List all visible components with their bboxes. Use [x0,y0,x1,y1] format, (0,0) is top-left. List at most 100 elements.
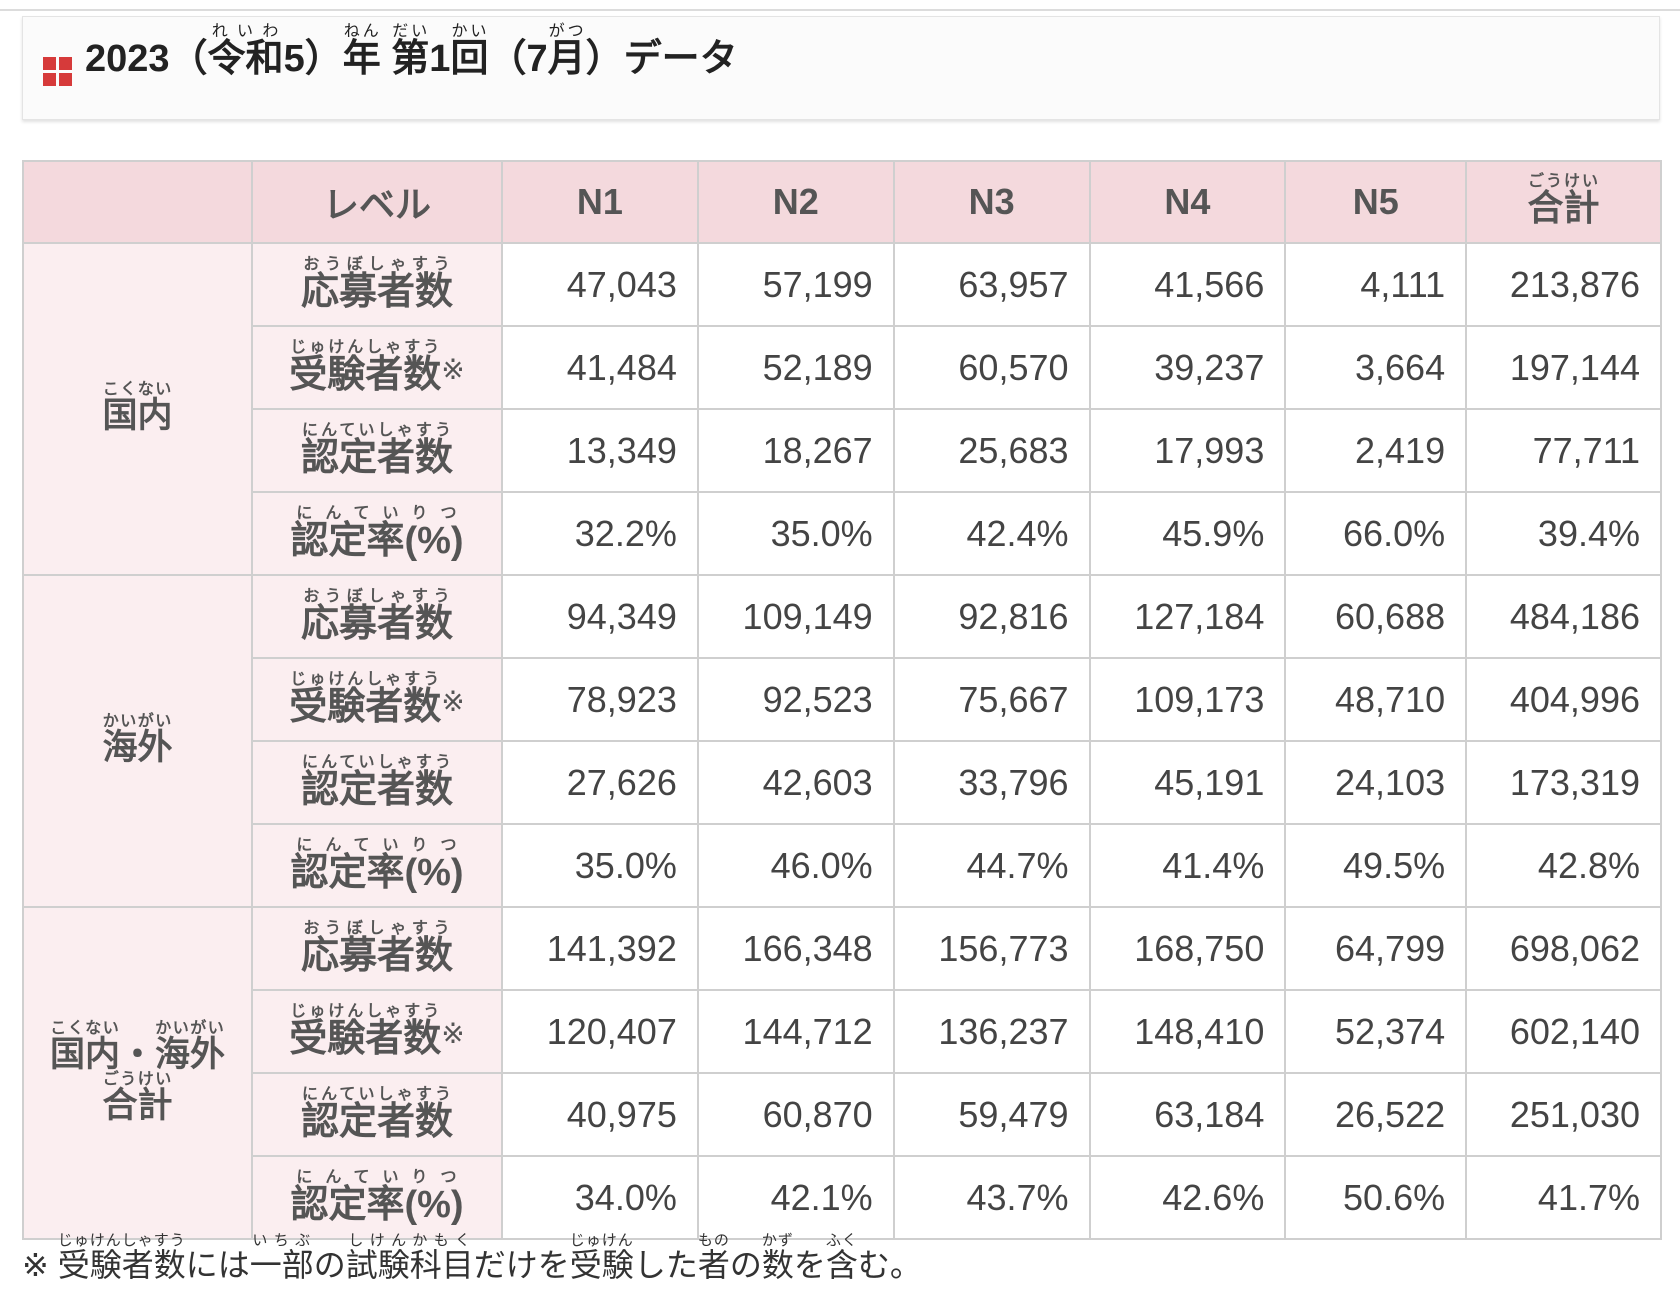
table-cell: 166,348 [696,906,895,991]
table-cell: 60,870 [696,1072,895,1157]
pass-rate-label: 認定率(%)にんていりつ [250,823,504,908]
title-box: 2023（令和れいわ5）年ねん 第だい1回かい（7月がつ）データ [22,16,1660,120]
table-cell: 52,374 [1284,989,1468,1074]
table-cell: 64,799 [1284,906,1468,991]
table-cell: 42.6% [1088,1155,1287,1240]
table-cell: 24,103 [1284,740,1468,825]
table-cell: 59,479 [892,1072,1091,1157]
table-cell: 33,796 [892,740,1091,825]
header-n3: N3 [892,160,1091,244]
table-cell: 3,664 [1284,325,1468,410]
applicants-label: 応募者数おうぼしゃすう [250,242,504,327]
table-cell: 52,189 [696,325,895,410]
table-cell: 148,410 [1088,989,1287,1074]
group-combined: 国内こくない・海外かいがい 合計ごうけい [22,906,253,1240]
table-row: 認定者数にんていしゃすう 27,626 42,603 33,796 45,191 24,1… [23,740,1662,825]
table-cell: 47,043 [501,242,699,327]
header-n4: N4 [1088,160,1287,244]
table-cell: 41,484 [501,325,699,410]
passers-label: 認定者数にんていしゃすう [250,740,504,825]
table-cell: 75,667 [892,657,1091,742]
header-n2: N2 [696,160,895,244]
footnote: ※ 受験者数じゅけんしゃすうには一部いちぶの試験科目しけんかもくだけを受験じゅけ… [22,1232,922,1283]
table-cell: 251,030 [1465,1072,1662,1157]
table-cell: 17,993 [1088,408,1287,493]
table-row: 受験者数じゅけんしゃすう※ 78,923 92,523 75,667 109,173 48… [23,657,1662,742]
table-cell: 78,923 [501,657,699,742]
table-cell: 2,419 [1284,408,1468,493]
table-row: 認定者数にんていしゃすう 13,349 18,267 25,683 17,993 2,41… [23,408,1662,493]
table-cell: 43.7% [892,1155,1091,1240]
header-row: レベル N1 N2 N3 N4 N5 合計ごうけい [22,160,1662,244]
table-cell: 4,111 [1284,242,1468,327]
group-overseas: 海外かいがい [22,574,253,908]
table-cell: 35.0% [501,823,699,908]
red-square-grid-icon [43,57,75,89]
table-cell: 57,199 [696,242,895,327]
table-row: 海外かいがい 応募者数おうぼしゃすう 94,349 109,149 92,816 127,… [22,574,1662,908]
table-cell: 27,626 [501,740,699,825]
pass-rate-label: 認定率(%)にんていりつ [250,1155,504,1240]
passers-label: 認定者数にんていしゃすう [250,408,504,493]
table-cell: 40,975 [501,1072,699,1157]
table-cell: 602,140 [1465,989,1662,1074]
table-row: 認定率(%)にんていりつ 35.0% 46.0% 44.7% 41.4% 49.5% 42.… [23,823,1662,908]
table-cell: 63,184 [1088,1072,1287,1157]
table-cell: 45.9% [1088,491,1287,576]
table-cell: 94,349 [501,574,699,659]
examinees-label: 受験者数じゅけんしゃすう※ [250,325,504,410]
table-row: 国内こくない 応募者数おうぼしゃすう 47,043 57,199 63,957 41,56… [22,242,1662,576]
table-cell: 41.7% [1465,1155,1662,1240]
table-cell: 45,191 [1088,740,1287,825]
applicants-label: 応募者数おうぼしゃすう [250,574,504,659]
table-cell: 42.1% [696,1155,895,1240]
header-total: 合計ごうけい [1465,160,1662,244]
table-row: 認定率(%)にんていりつ 32.2% 35.0% 42.4% 45.9% 66.0% 39.… [23,491,1662,576]
table-cell: 141,392 [501,906,699,991]
table-cell: 48,710 [1284,657,1468,742]
table-row: 認定率(%)にんていりつ 34.0% 42.1% 43.7% 42.6% 50.6% 41.… [23,1155,1662,1240]
table-cell: 197,144 [1465,325,1662,410]
header-empty [22,160,253,244]
table-cell: 60,688 [1284,574,1468,659]
header-n1: N1 [501,160,699,244]
table-cell: 173,319 [1465,740,1662,825]
table-cell: 35.0% [696,491,895,576]
table-cell: 50.6% [1284,1155,1468,1240]
table-cell: 156,773 [892,906,1091,991]
table-cell: 42,603 [696,740,895,825]
table-cell: 39.4% [1465,491,1662,576]
applicants-label: 応募者数おうぼしゃすう [250,906,504,991]
table-cell: 136,237 [892,989,1091,1074]
table-cell: 109,149 [696,574,895,659]
table-cell: 213,876 [1465,242,1662,327]
table-cell: 127,184 [1088,574,1287,659]
table-cell: 26,522 [1284,1072,1468,1157]
table-cell: 66.0% [1284,491,1468,576]
table-cell: 32.2% [501,491,699,576]
table-cell: 39,237 [1088,325,1287,410]
table-cell: 41.4% [1088,823,1287,908]
table-cell: 63,957 [892,242,1091,327]
table-cell: 13,349 [501,408,699,493]
results-table: レベル N1 N2 N3 N4 N5 合計ごうけい 国内こくない 応募者数おうぼし… [22,160,1662,1240]
header-n5: N5 [1284,160,1468,244]
table-cell: 168,750 [1088,906,1287,991]
table-cell: 25,683 [892,408,1091,493]
table-cell: 18,267 [696,408,895,493]
passers-label: 認定者数にんていしゃすう [250,1072,504,1157]
top-divider [0,9,1680,11]
table-cell: 484,186 [1465,574,1662,659]
table-cell: 144,712 [696,989,895,1074]
table-cell: 44.7% [892,823,1091,908]
table-cell: 42.4% [892,491,1091,576]
table-row: 認定者数にんていしゃすう 40,975 60,870 59,479 63,184 26,5… [23,1072,1662,1157]
examinees-label: 受験者数じゅけんしゃすう※ [250,989,504,1074]
table-cell: 41,566 [1088,242,1287,327]
table-cell: 92,523 [696,657,895,742]
table-cell: 42.8% [1465,823,1662,908]
table-row: 受験者数じゅけんしゃすう※ 120,407 144,712 136,237 148,41… [23,989,1662,1074]
table-cell: 109,173 [1088,657,1287,742]
header-level: レベル [250,160,504,244]
group-domestic: 国内こくない [22,242,253,576]
